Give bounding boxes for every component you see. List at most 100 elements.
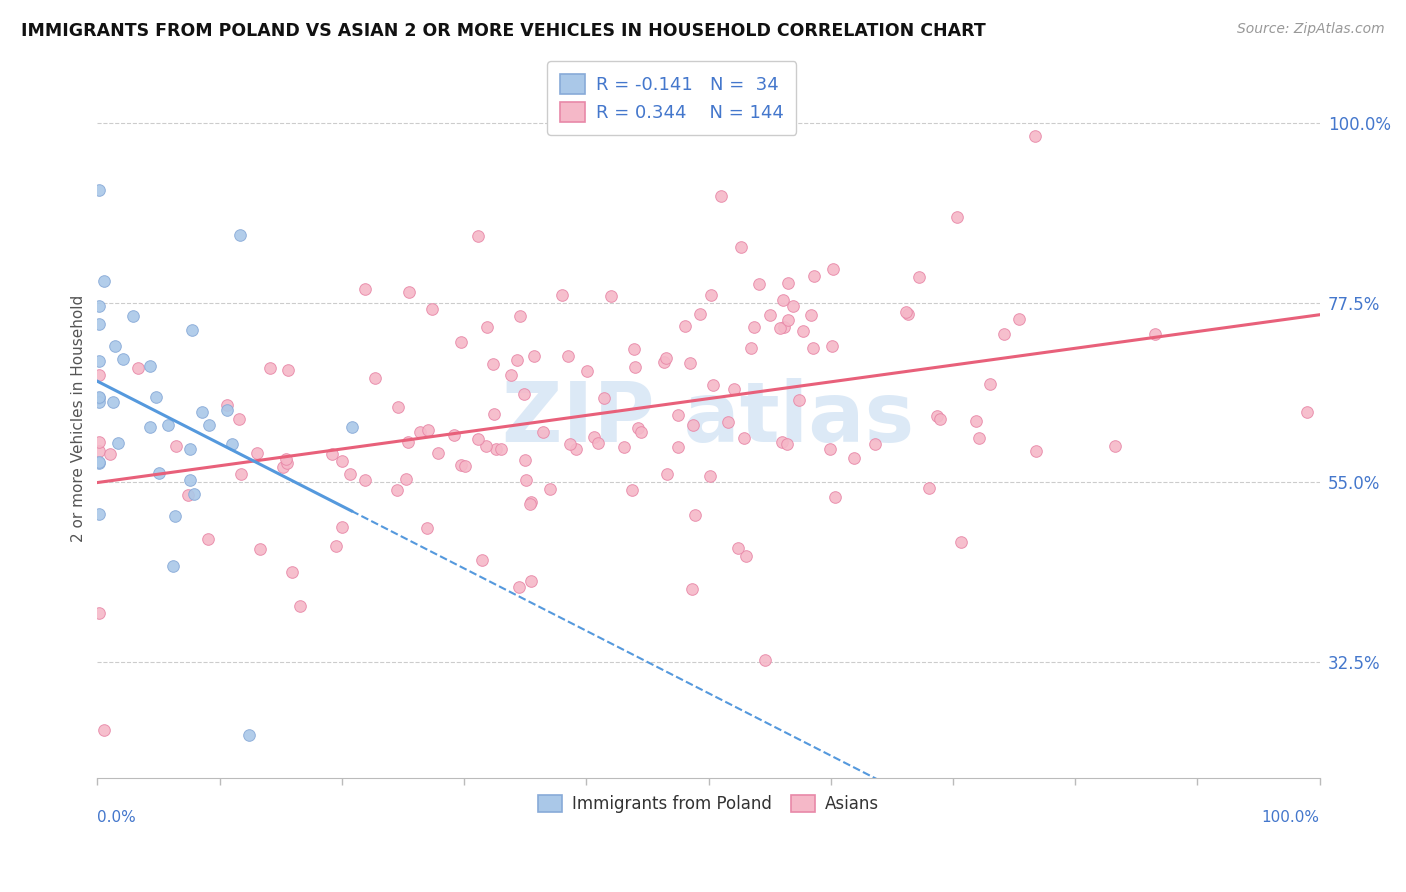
Point — [165, 439, 187, 453]
Point — [87, 456, 110, 470]
Text: ZIP atlas: ZIP atlas — [502, 378, 915, 459]
Point — [748, 277, 770, 291]
Point — [87, 607, 110, 621]
Point — [271, 460, 294, 475]
Point — [623, 359, 645, 374]
Point — [682, 418, 704, 433]
Point — [221, 437, 243, 451]
Point — [803, 268, 825, 283]
Point — [515, 473, 537, 487]
Point — [801, 341, 824, 355]
Point — [586, 436, 609, 450]
Point — [842, 450, 865, 465]
Point — [512, 387, 534, 401]
Point — [416, 521, 439, 535]
Point — [489, 442, 512, 457]
Point — [969, 431, 991, 445]
Point — [863, 437, 886, 451]
Point — [87, 183, 110, 197]
Point — [576, 364, 599, 378]
Point — [139, 359, 162, 374]
Point — [557, 350, 579, 364]
Point — [450, 335, 472, 350]
Point — [908, 269, 931, 284]
Point — [274, 452, 297, 467]
Point — [387, 400, 409, 414]
Point — [600, 288, 623, 302]
Point — [1296, 405, 1319, 419]
Point — [965, 414, 987, 428]
Point — [772, 293, 794, 307]
Point — [330, 454, 353, 468]
Point — [87, 443, 110, 458]
Point — [87, 395, 110, 409]
Point — [792, 324, 814, 338]
Point — [1008, 312, 1031, 326]
Point — [179, 474, 201, 488]
Point — [87, 353, 110, 368]
Point — [354, 473, 377, 487]
Point — [475, 319, 498, 334]
Point — [288, 599, 311, 613]
Point — [657, 467, 679, 481]
Point — [821, 339, 844, 353]
Point — [506, 353, 529, 368]
Point — [710, 189, 733, 203]
Point — [321, 447, 343, 461]
Point — [145, 390, 167, 404]
Point — [623, 342, 645, 356]
Point — [1025, 444, 1047, 458]
Point — [509, 310, 531, 324]
Point — [364, 371, 387, 385]
Text: 0.0%: 0.0% — [97, 810, 136, 825]
Y-axis label: 2 or more Vehicles in Household: 2 or more Vehicles in Household — [72, 295, 86, 542]
Point — [776, 436, 799, 450]
Point — [666, 440, 689, 454]
Point — [723, 382, 745, 396]
Point — [699, 468, 721, 483]
Point — [87, 368, 110, 382]
Point — [87, 390, 110, 404]
Point — [87, 300, 110, 314]
Point — [520, 574, 543, 589]
Point — [560, 437, 582, 451]
Point — [946, 210, 969, 224]
Point — [93, 723, 115, 737]
Point — [508, 581, 530, 595]
Point — [100, 447, 122, 461]
Point — [198, 418, 221, 433]
Point — [101, 395, 124, 409]
Point — [396, 435, 419, 450]
Point — [551, 288, 574, 302]
Point — [450, 458, 472, 472]
Point — [467, 229, 489, 244]
Point — [681, 582, 703, 597]
Point — [897, 307, 920, 321]
Point — [127, 360, 149, 375]
Point — [181, 324, 204, 338]
Point — [742, 320, 765, 334]
Point — [87, 507, 110, 521]
Point — [467, 432, 489, 446]
Point — [277, 362, 299, 376]
Point — [717, 415, 740, 429]
Point — [520, 495, 543, 509]
Point — [702, 378, 724, 392]
Point — [565, 442, 588, 456]
Point — [249, 541, 271, 556]
Point — [733, 432, 755, 446]
Point — [215, 403, 238, 417]
Point — [683, 508, 706, 522]
Point — [353, 282, 375, 296]
Point — [183, 486, 205, 500]
Point — [501, 368, 523, 382]
Point — [776, 277, 799, 291]
Point — [420, 302, 443, 317]
Point — [481, 357, 503, 371]
Point — [1024, 129, 1046, 144]
Point — [107, 435, 129, 450]
Point — [443, 428, 465, 442]
Point — [759, 308, 782, 322]
Point — [613, 440, 636, 454]
Text: Source: ZipAtlas.com: Source: ZipAtlas.com — [1237, 22, 1385, 37]
